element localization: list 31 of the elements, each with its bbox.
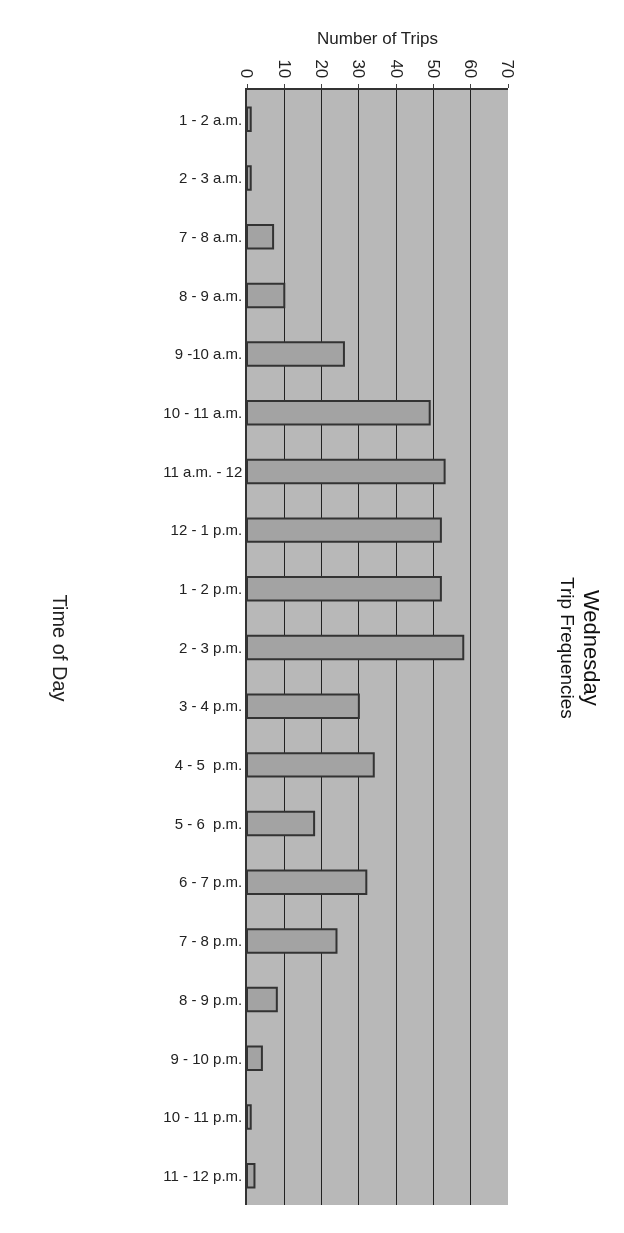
text: Trip Frequencies	[557, 577, 578, 719]
y-tick-label: 2 - 3 p.m.	[178, 638, 243, 656]
y-tick-label: 6 - 7 p.m.	[178, 873, 243, 891]
y-tick-label: 12 - 1 p.m.	[170, 521, 243, 539]
y-tick-label: 7 - 8 p.m.	[178, 932, 243, 950]
y-tick-label: 8 - 9 p.m.	[178, 990, 243, 1008]
x-tick-label: 40	[386, 59, 406, 79]
y-tick-label: 2 - 3 a.m.	[178, 169, 243, 187]
x-axis-title: Number of Trips	[317, 29, 438, 49]
x-tick-label: 70	[498, 59, 518, 79]
y-tick-label: 4 - 5 p.m.	[174, 756, 243, 774]
x-tick-label: 0	[237, 68, 257, 79]
text: Wednesday	[579, 590, 604, 706]
y-tick-label: 10 - 11 a.m.	[163, 404, 243, 422]
y-tick-label: 9 - 10 p.m.	[170, 1049, 243, 1067]
y-tick-label: 1 - 2 a.m.	[178, 110, 243, 128]
y-tick-label: 11 a.m. - 12	[163, 462, 243, 480]
y-tick-label: 9 -10 a.m.	[174, 345, 243, 363]
y-axis-title: Time of Day	[48, 594, 71, 702]
y-tick-label: 7 - 8 a.m.	[178, 227, 243, 245]
x-tick-label: 10	[274, 59, 294, 79]
y-tick-label: 1 - 2 p.m.	[178, 580, 243, 598]
x-tick-label: 60	[461, 59, 481, 79]
y-tick-label: 11 - 12 p.m.	[163, 1166, 243, 1184]
x-tick-label: 50	[423, 59, 443, 79]
x-tick-label: 30	[349, 59, 369, 79]
y-tick-label: 5 - 6 p.m.	[174, 814, 243, 832]
y-tick-label: 3 - 4 p.m.	[178, 697, 243, 715]
y-tick-label: 8 - 9 a.m.	[178, 286, 243, 304]
x-tick-label: 20	[312, 59, 332, 79]
y-tick-label: 10 - 11 p.m.	[163, 1108, 243, 1126]
